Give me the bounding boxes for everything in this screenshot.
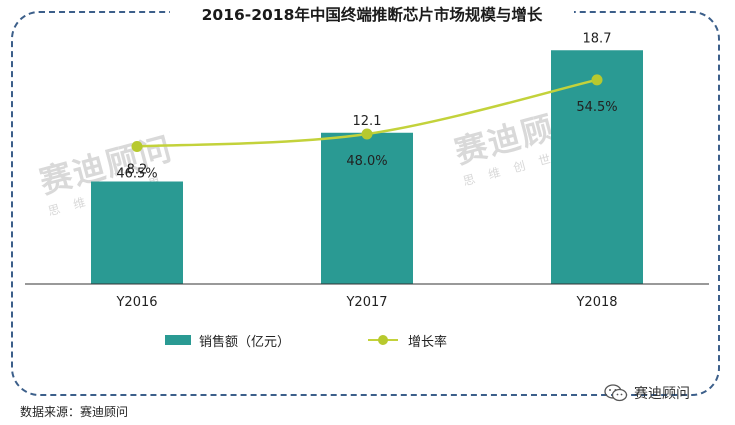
legend-item-growth: 增长率 [368, 331, 447, 350]
x-tick-label: Y2016 [115, 295, 157, 310]
chart-title: 2016-2018年中国终端推断芯片市场规模与增长 [201, 6, 543, 24]
title-box: 2016-2018年中国终端推断芯片市场规模与增长 [170, 0, 574, 28]
bar-value-label: 12.1 [353, 114, 382, 129]
bar-value-label: 18.7 [583, 31, 612, 46]
wechat-icon [604, 384, 628, 402]
legend-swatch-line [368, 335, 399, 345]
legend-item-sales: 销售额（亿元） [165, 331, 290, 350]
growth-point [361, 128, 373, 140]
bar-Y2018 [551, 50, 643, 284]
bar-Y2016 [91, 181, 183, 284]
legend-label-growth: 增长率 [408, 334, 448, 350]
growth-value-label: 54.5% [576, 100, 617, 115]
growth-value-label: 48.0% [346, 154, 387, 169]
growth-value-label: 46.5% [116, 167, 157, 182]
bar-value-label: 8.2 [127, 163, 148, 178]
bar-Y2017 [321, 132, 413, 284]
brand-name: 赛迪顾问 [634, 386, 690, 402]
x-tick-label: Y2017 [345, 295, 387, 310]
legend: 销售额（亿元） 增长率 [165, 330, 525, 350]
legend-swatch-bar [165, 335, 191, 345]
x-tick-label: Y2018 [575, 295, 617, 310]
growth-point [591, 74, 603, 86]
legend-label-sales: 销售额（亿元） [199, 334, 291, 350]
brand[interactable]: 赛迪顾问 [604, 383, 690, 403]
source-note: 数据来源：赛迪顾问 [20, 405, 129, 419]
growth-point [131, 141, 143, 152]
